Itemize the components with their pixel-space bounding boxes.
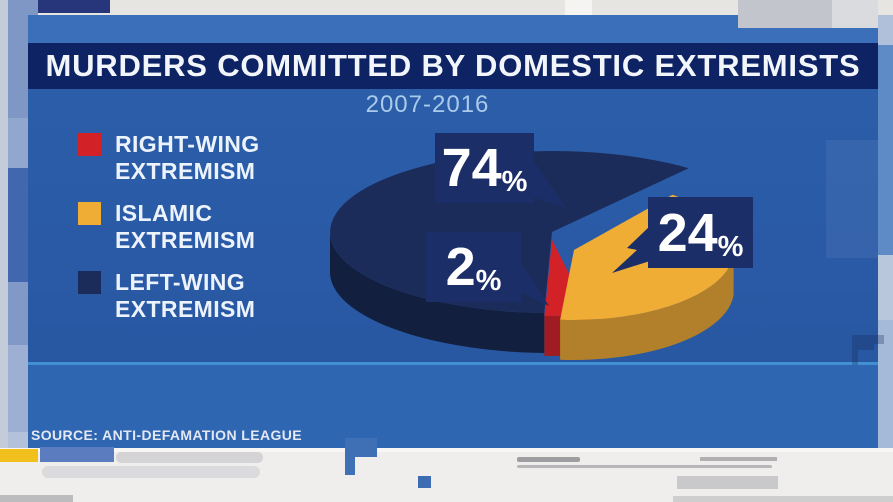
left-strip-segment — [8, 345, 28, 432]
legend: RIGHT-WING EXTREMISM ISLAMIC EXTREMISM L… — [78, 131, 260, 323]
legend-swatch-red — [78, 133, 101, 156]
callout-islamic-value: 24 — [657, 202, 718, 263]
bg-top-white-column — [565, 0, 592, 15]
legend-item-islamic: ISLAMIC EXTREMISM — [78, 200, 260, 254]
legend-label-line: EXTREMISM — [115, 296, 256, 322]
bottom-thin-bar — [517, 457, 580, 462]
legend-label-line: LEFT-WING — [115, 269, 246, 295]
callout-right-wing-suffix: % — [475, 265, 502, 297]
bottom-gray-bar — [42, 466, 260, 478]
bug-watermark-icon — [852, 335, 884, 365]
right-strip-segment — [878, 320, 893, 448]
legend-label-line: ISLAMIC — [115, 200, 213, 226]
callout-islamic: 24% — [648, 197, 753, 268]
legend-item-right-wing: RIGHT-WING EXTREMISM — [78, 131, 260, 185]
legend-item-left-wing: LEFT-WING EXTREMISM — [78, 269, 260, 323]
bottom-gray-bar — [0, 495, 73, 502]
legend-label-line: RIGHT-WING — [115, 131, 260, 157]
right-strip-segment — [878, 15, 893, 45]
bottom-gray-bar — [677, 476, 778, 489]
legend-swatch-navy — [78, 271, 101, 294]
left-strip-segment — [8, 432, 28, 448]
bottom-gray-bar — [673, 496, 893, 502]
chart-panel: MURDERS COMMITTED BY DOMESTIC EXTREMISTS… — [28, 15, 884, 448]
source-text: SOURCE: ANTI-DEFAMATION LEAGUE — [31, 427, 302, 443]
right-strip-segment — [878, 45, 893, 255]
bottom-gray-bar — [116, 452, 263, 463]
right-strip-segment — [878, 255, 893, 320]
panel-top-strip — [28, 15, 878, 43]
bg-bottom-seam — [0, 448, 893, 452]
bottom-yellow-bar — [0, 449, 38, 462]
bottom-blue-square — [418, 476, 431, 488]
callout-right-wing-value: 2 — [445, 237, 476, 297]
title-band: MURDERS COMMITTED BY DOMESTIC EXTREMISTS — [28, 43, 878, 89]
callout-left-wing-value: 74 — [441, 138, 502, 198]
bottom-thin-bar — [700, 457, 777, 461]
bottom-blue-bar — [40, 447, 114, 462]
bottom-thin-line — [517, 465, 772, 468]
bottom-flag-shape — [345, 438, 355, 475]
panel-footer-band — [28, 362, 878, 448]
legend-swatch-yellow — [78, 202, 101, 225]
callout-islamic-suffix: % — [717, 231, 744, 263]
bg-topright-gray-block — [738, 0, 832, 28]
callout-left-wing-suffix: % — [501, 166, 528, 198]
bg-topright-gray-block — [832, 0, 878, 28]
bg-topleft-navy-block — [33, 0, 110, 13]
chart-subtitle: 2007-2016 — [365, 91, 490, 118]
page-title: MURDERS COMMITTED BY DOMESTIC EXTREMISTS — [45, 48, 861, 83]
panel-right-highlight — [826, 140, 878, 258]
legend-label-line: EXTREMISM — [115, 158, 256, 184]
left-strip-segment — [0, 0, 8, 448]
callout-right-wing: 2% — [426, 232, 521, 302]
legend-label-line: EXTREMISM — [115, 227, 256, 253]
callout-left-wing: 74% — [435, 133, 534, 203]
